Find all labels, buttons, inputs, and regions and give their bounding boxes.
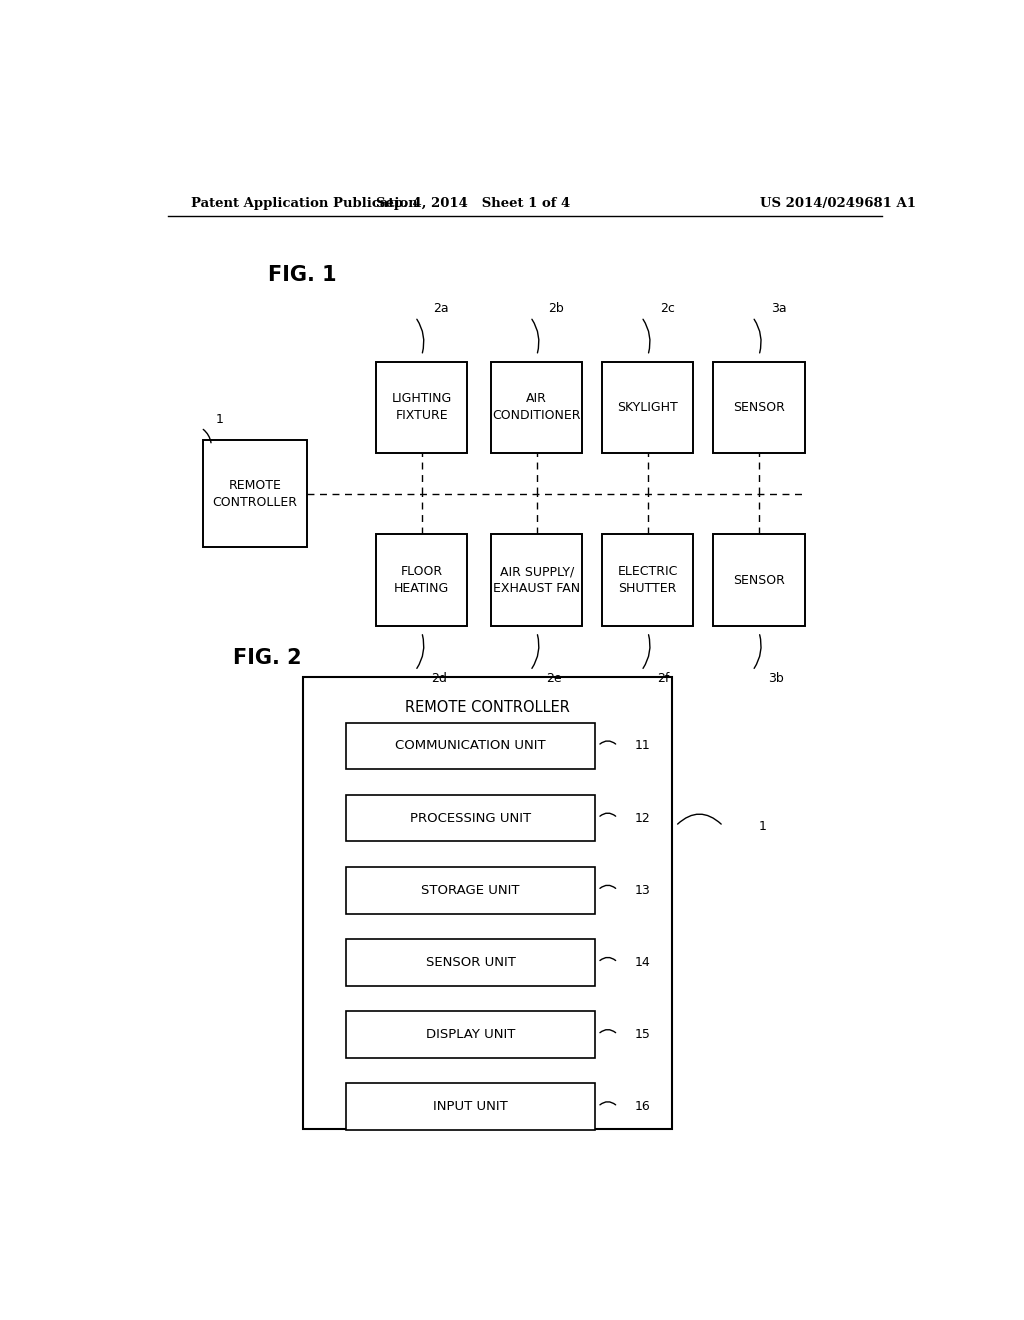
Text: SENSOR: SENSOR (733, 401, 784, 414)
Text: 2a: 2a (433, 302, 450, 315)
Text: SENSOR: SENSOR (733, 574, 784, 586)
Text: FLOOR
HEATING: FLOOR HEATING (394, 565, 450, 595)
Text: 2e: 2e (546, 672, 562, 685)
Text: FIG. 2: FIG. 2 (232, 648, 301, 668)
Text: 2f: 2f (657, 672, 670, 685)
Text: 11: 11 (635, 739, 651, 752)
Bar (345, 795, 596, 841)
Text: COMMUNICATION UNIT: COMMUNICATION UNIT (395, 739, 546, 752)
Text: 16: 16 (635, 1100, 651, 1113)
Text: DISPLAY UNIT: DISPLAY UNIT (426, 1028, 515, 1041)
Bar (345, 939, 596, 986)
Text: 15: 15 (635, 1028, 651, 1041)
Text: AIR
CONDITIONER: AIR CONDITIONER (493, 392, 581, 422)
Bar (714, 362, 805, 453)
Text: SENSOR UNIT: SENSOR UNIT (426, 956, 515, 969)
Text: PROCESSING UNIT: PROCESSING UNIT (410, 812, 531, 825)
Bar (345, 1011, 596, 1057)
Text: LIGHTING
FIXTURE: LIGHTING FIXTURE (391, 392, 452, 422)
Text: STORAGE UNIT: STORAGE UNIT (421, 883, 520, 896)
Bar (492, 362, 583, 453)
Bar (376, 362, 467, 453)
Text: REMOTE CONTROLLER: REMOTE CONTROLLER (404, 700, 569, 714)
Text: SKYLIGHT: SKYLIGHT (617, 401, 678, 414)
Bar (345, 867, 596, 913)
Text: AIR SUPPLY/
EXHAUST FAN: AIR SUPPLY/ EXHAUST FAN (494, 565, 581, 595)
Text: REMOTE
CONTROLLER: REMOTE CONTROLLER (212, 479, 298, 508)
Text: 13: 13 (635, 883, 651, 896)
Bar (345, 1084, 596, 1130)
Bar (492, 535, 583, 626)
Text: ELECTRIC
SHUTTER: ELECTRIC SHUTTER (617, 565, 678, 595)
Text: 1: 1 (759, 820, 767, 833)
Text: 2c: 2c (659, 302, 675, 315)
Bar (714, 535, 805, 626)
Bar (376, 535, 467, 626)
Bar (303, 677, 672, 1129)
Text: 1: 1 (215, 413, 223, 426)
Text: 2d: 2d (431, 672, 447, 685)
Text: Patent Application Publication: Patent Application Publication (191, 197, 418, 210)
Bar (602, 535, 693, 626)
Text: 3a: 3a (771, 302, 786, 315)
Text: 3b: 3b (768, 672, 784, 685)
Text: US 2014/0249681 A1: US 2014/0249681 A1 (760, 197, 916, 210)
Bar (345, 722, 596, 770)
Text: 2b: 2b (549, 302, 564, 315)
Bar (204, 441, 306, 548)
Text: 14: 14 (635, 956, 651, 969)
Text: Sep. 4, 2014   Sheet 1 of 4: Sep. 4, 2014 Sheet 1 of 4 (376, 197, 570, 210)
Text: FIG. 1: FIG. 1 (268, 265, 337, 285)
Bar (602, 362, 693, 453)
Text: 12: 12 (635, 812, 651, 825)
Text: INPUT UNIT: INPUT UNIT (433, 1100, 508, 1113)
